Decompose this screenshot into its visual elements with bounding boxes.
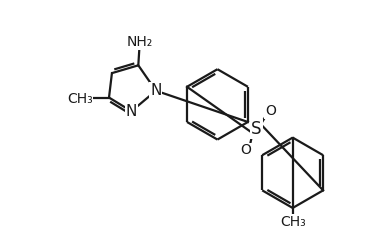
Text: NH₂: NH₂ bbox=[126, 35, 152, 49]
Text: S: S bbox=[251, 120, 262, 138]
Text: CH₃: CH₃ bbox=[280, 215, 306, 229]
Text: O: O bbox=[240, 143, 251, 157]
Text: N: N bbox=[150, 83, 161, 98]
Text: CH₃: CH₃ bbox=[67, 91, 93, 106]
Text: N: N bbox=[126, 104, 137, 119]
Text: O: O bbox=[265, 104, 275, 118]
